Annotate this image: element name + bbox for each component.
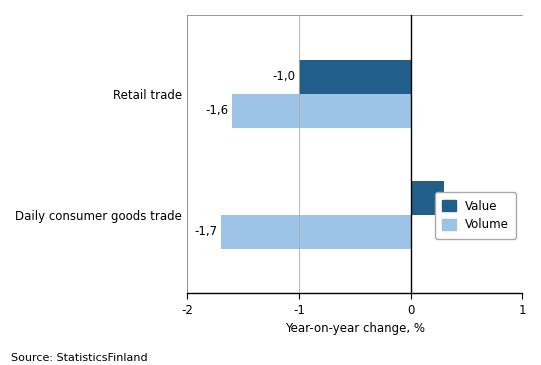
Text: Source: StatisticsFinland: Source: StatisticsFinland xyxy=(11,353,148,363)
Bar xyxy=(232,94,411,128)
Bar xyxy=(411,181,444,215)
Text: -1,7: -1,7 xyxy=(194,225,217,238)
X-axis label: Year-on-year change, %: Year-on-year change, % xyxy=(285,322,425,335)
Bar xyxy=(299,60,411,94)
Legend: Value, Volume: Value, Volume xyxy=(435,192,516,238)
Text: 0,3: 0,3 xyxy=(447,191,466,204)
Text: -1,6: -1,6 xyxy=(206,104,229,117)
Text: -1,0: -1,0 xyxy=(273,70,296,83)
Bar xyxy=(221,215,411,249)
